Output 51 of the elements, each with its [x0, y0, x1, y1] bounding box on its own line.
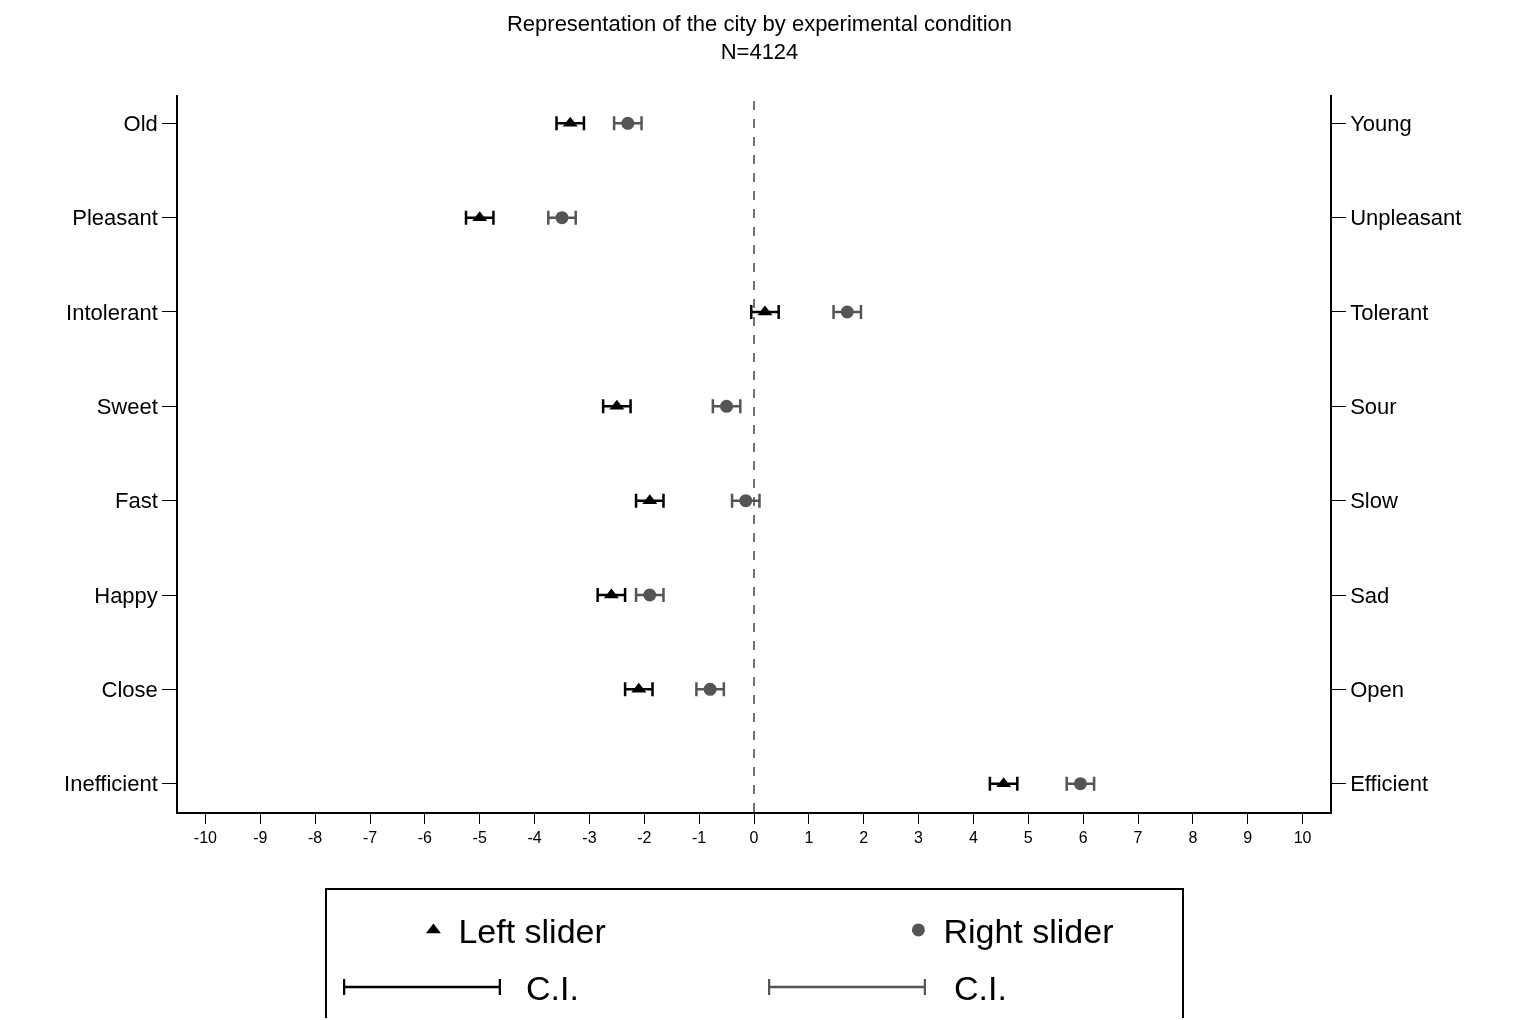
x-tick-label: -5	[472, 828, 487, 846]
x-tick-label: 0	[749, 828, 759, 846]
point	[703, 682, 717, 696]
x-tick-label: -8	[308, 828, 323, 846]
x-tick-label: -10	[193, 828, 218, 846]
y-tick-label: Sweet	[96, 394, 158, 420]
x-tick-label: -7	[362, 828, 378, 846]
y-tick-label: Happy	[94, 582, 158, 608]
x-tick-label: 5	[1023, 828, 1033, 846]
text: C.I.	[954, 969, 1007, 1007]
x-tick-label: -9	[253, 828, 268, 846]
y-tick-label: Intolerant	[66, 299, 158, 325]
y2-tick-label: Open	[1350, 677, 1404, 703]
x-tick-label: 1	[804, 828, 814, 846]
chart-subtitle: N=4124	[720, 39, 799, 65]
chart-title: Representation of the city by experimental condition	[506, 10, 1013, 36]
y2-tick-label: Slow	[1350, 488, 1398, 514]
x-tick-label: 8	[1188, 828, 1198, 846]
x-tick-label: 10	[1293, 828, 1312, 846]
point	[555, 211, 569, 225]
point	[739, 494, 753, 508]
x-tick-label: 6	[1078, 828, 1088, 846]
y2-tick-label: Efficient	[1350, 771, 1429, 797]
y-tick-label: Pleasant	[72, 205, 158, 231]
x-tick-label: 7	[1133, 828, 1143, 846]
x-tick-label: -1	[692, 828, 707, 846]
y-tick-label: Close	[101, 677, 158, 703]
legend-label: Right slider	[943, 912, 1114, 951]
y-tick-label: Old	[123, 111, 158, 136]
legend-label: Left slider	[458, 912, 606, 951]
point	[621, 116, 635, 130]
x-tick-label: -3	[582, 828, 597, 846]
x-tick-label: -4	[527, 828, 542, 846]
y2-tick-label: Sour	[1350, 394, 1397, 420]
x-tick-label: 2	[859, 828, 869, 846]
point	[643, 588, 657, 602]
y2-tick-label: Tolerant	[1350, 299, 1429, 325]
x-tick-label: 3	[914, 828, 924, 846]
y2-tick-label: Young	[1350, 111, 1412, 136]
point	[1073, 777, 1087, 791]
x-tick-label: -2	[637, 828, 652, 846]
text: C.I.	[526, 969, 579, 1007]
point	[720, 399, 734, 413]
y-tick-label: Fast	[115, 488, 158, 514]
y-tick-label: Inefficient	[64, 771, 158, 797]
x-tick-label: 9	[1243, 828, 1253, 846]
point	[840, 305, 854, 319]
y2-tick-label: Sad	[1350, 582, 1390, 608]
y2-tick-label: Unpleasant	[1350, 205, 1462, 231]
x-tick-label: 4	[968, 828, 978, 846]
x-tick-label: -6	[417, 828, 433, 846]
